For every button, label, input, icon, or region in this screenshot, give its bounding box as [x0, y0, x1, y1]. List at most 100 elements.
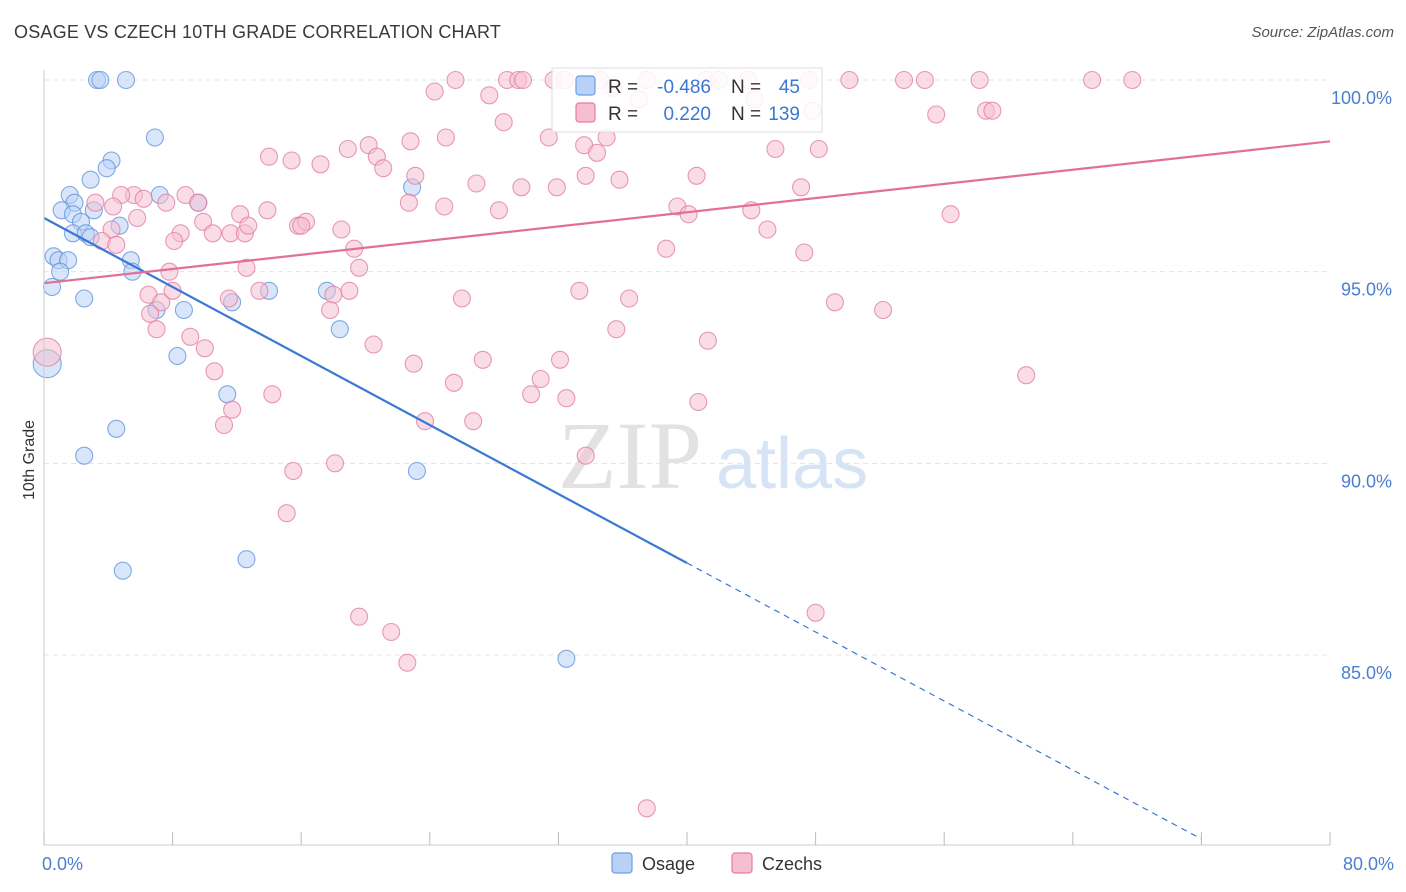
point-czechs: [1083, 70, 1102, 90]
y-tick-label: 100.0%: [1331, 88, 1392, 108]
point-czechs: [435, 197, 454, 216]
grid-layer: [44, 79, 1330, 656]
point-osage: [218, 385, 237, 404]
point-czechs: [338, 139, 357, 159]
point-czechs: [970, 70, 989, 90]
point-czechs: [539, 128, 558, 147]
legend-swatch-osage: [575, 75, 596, 96]
point-osage: [81, 170, 100, 189]
point-czechs: [513, 70, 533, 90]
legend-bottom-swatch-osage: [611, 852, 633, 874]
chart-title: OSAGE VS CZECH 10TH GRADE CORRELATION CH…: [14, 22, 502, 42]
point-czechs: [292, 216, 311, 235]
legend-bottom-label-osage: Osage: [642, 854, 695, 874]
legend-n-label-czechs: N =: [731, 104, 761, 125]
point-czechs: [436, 128, 455, 147]
point-czechs: [689, 392, 708, 412]
point-czechs: [258, 201, 277, 220]
point-osage: [107, 419, 126, 438]
point-czechs: [165, 231, 184, 251]
point-czechs: [480, 86, 499, 105]
point-osage: [116, 70, 136, 90]
point-czechs: [494, 113, 513, 132]
legend-bottom: Osage Czechs: [611, 852, 822, 874]
point-czechs: [195, 339, 214, 358]
point-czechs: [104, 197, 123, 216]
point-czechs: [557, 389, 576, 408]
y-tick-label: 90.0%: [1341, 471, 1392, 491]
point-czechs: [324, 285, 343, 304]
point-czechs: [364, 335, 383, 354]
point-czechs: [340, 281, 359, 300]
point-czechs: [160, 262, 179, 281]
y-axis-label: 10th Grade: [21, 420, 38, 500]
point-czechs: [425, 82, 444, 101]
point-czechs: [398, 653, 417, 672]
point-czechs: [205, 362, 224, 381]
point-czechs: [464, 412, 483, 431]
point-osage: [91, 70, 110, 90]
point-czechs: [758, 220, 777, 239]
point-osage: [145, 128, 164, 147]
point-czechs: [687, 166, 706, 185]
legend-top: R = -0.486 N = 45 R = 0.220 N = 139: [551, 67, 823, 133]
point-czechs: [522, 385, 541, 404]
points-layer: [32, 70, 1142, 818]
point-czechs: [795, 243, 814, 262]
point-czechs: [237, 258, 256, 277]
point-czechs: [570, 281, 589, 300]
point-czechs: [698, 331, 717, 350]
point-osage: [51, 262, 70, 281]
legend-n-label-osage: N =: [731, 77, 761, 98]
point-czechs: [610, 170, 629, 189]
point-czechs: [1017, 366, 1036, 385]
point-czechs: [576, 166, 595, 185]
point-osage: [330, 320, 349, 339]
point-czechs: [259, 147, 279, 166]
legend-r-label-osage: R =: [608, 77, 638, 98]
point-czechs: [277, 504, 296, 523]
watermark-atlas: atlas: [716, 424, 868, 504]
point-czechs: [983, 101, 1002, 120]
point-czechs: [792, 178, 811, 197]
point-czechs: [382, 622, 401, 642]
point-czechs: [189, 193, 208, 212]
point-czechs: [406, 166, 425, 185]
legend-swatch-czechs: [575, 102, 596, 123]
point-osage: [113, 561, 132, 580]
point-czechs: [107, 235, 126, 254]
point-czechs: [374, 159, 393, 178]
point-czechs: [147, 320, 166, 339]
legend-r-label-czechs: R =: [608, 104, 638, 125]
point-czechs: [128, 208, 147, 228]
point-czechs: [332, 220, 351, 239]
point-czechs: [806, 603, 825, 622]
point-czechs: [282, 151, 301, 170]
point-czechs: [874, 300, 893, 320]
point-czechs: [284, 461, 303, 481]
point-czechs: [214, 415, 234, 435]
trend-layer: [43, 140, 1331, 840]
legend-n-value-osage: 45: [779, 77, 800, 98]
legend-n-value-czechs: 139: [768, 104, 800, 125]
point-czechs: [203, 224, 222, 243]
point-czechs: [219, 289, 238, 308]
legend-bottom-swatch-czechs: [731, 852, 753, 874]
point-czechs: [134, 189, 153, 208]
point-czechs: [473, 350, 492, 369]
point-czechs: [311, 155, 330, 174]
point-czechs: [325, 454, 345, 473]
y-tick-label: 85.0%: [1341, 663, 1392, 683]
point-czechs: [250, 281, 269, 300]
point-osage: [75, 446, 94, 465]
point-czechs: [141, 304, 160, 323]
point-czechs: [350, 607, 369, 626]
point-czechs: [86, 193, 105, 212]
point-czechs: [404, 354, 423, 373]
x-tick-label: 80.0%: [1343, 854, 1394, 874]
point-czechs: [637, 799, 656, 818]
point-czechs: [452, 289, 471, 308]
point-czechs: [194, 212, 213, 231]
legend-top-box: [551, 67, 823, 133]
